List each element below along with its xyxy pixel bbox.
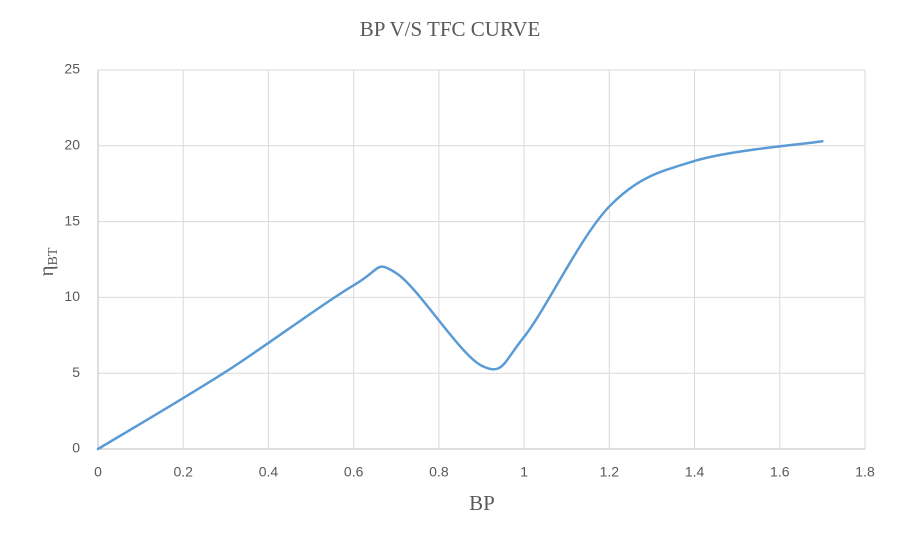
y-axis-label: ηBT [34,247,61,276]
x-tick-label: 0 [94,464,102,480]
x-tick-label: 1.6 [770,464,790,480]
x-axis-label: BP [469,491,495,515]
y-axis-symbol: η [34,265,58,276]
y-tick-label: 15 [64,212,80,228]
x-tick-label: 0.6 [344,464,364,480]
y-tick-label: 25 [64,61,80,77]
x-tick-label: 1.4 [685,464,705,480]
y-tick-label: 5 [72,364,80,380]
y-tick-label: 20 [64,137,80,153]
x-tick-label: 1.2 [600,464,620,480]
y-tick-label: 0 [72,440,80,456]
y-tick-label: 10 [64,288,80,304]
x-tick-label: 1 [520,464,528,480]
data-line [96,140,824,451]
x-tick-label: 0.2 [173,464,193,480]
chart-title: BP V/S TFC CURVE [360,17,541,41]
x-tick-label: 1.8 [855,464,875,480]
x-tick-label: 0.8 [429,464,449,480]
x-tick-label: 0.4 [259,464,279,480]
y-axis-subscript: BT [46,247,61,265]
